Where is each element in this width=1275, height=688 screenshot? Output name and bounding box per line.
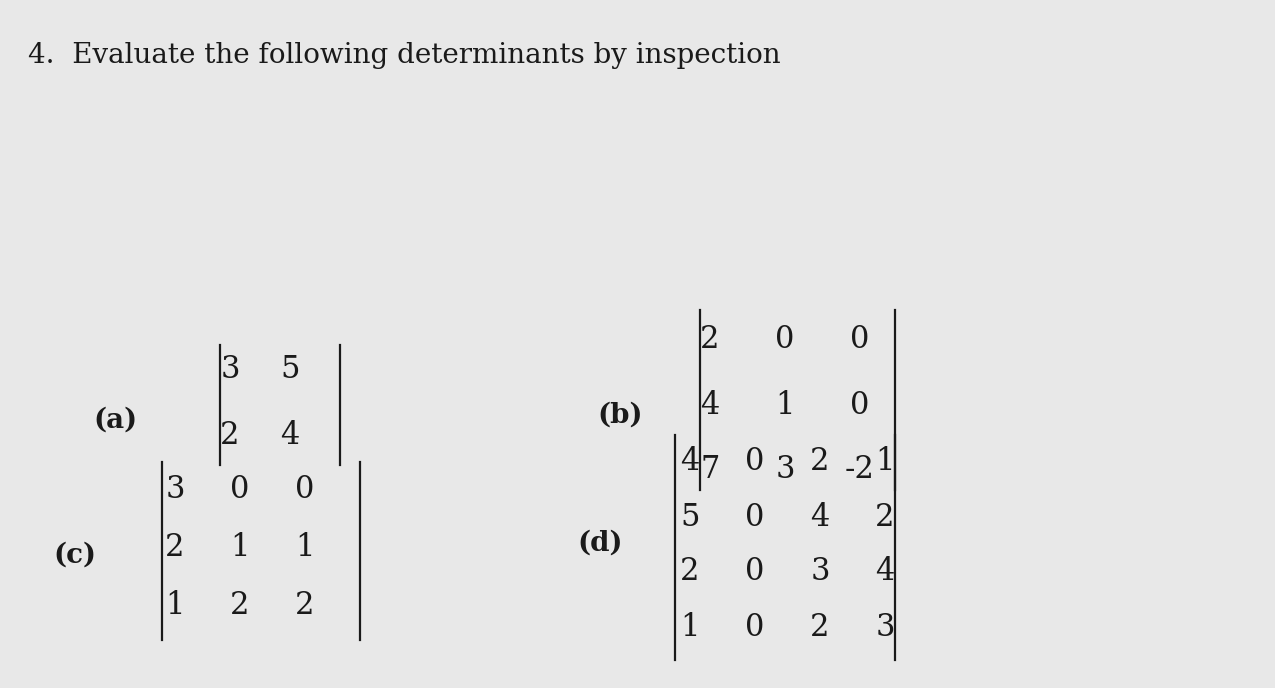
Text: 1: 1 (296, 533, 315, 563)
Text: -2: -2 (845, 455, 875, 486)
Text: 1: 1 (775, 389, 794, 420)
Text: 2: 2 (221, 420, 240, 451)
Text: 2: 2 (810, 447, 830, 477)
Text: 0: 0 (746, 502, 765, 533)
Text: (b): (b) (597, 402, 643, 429)
Text: 1: 1 (681, 612, 700, 643)
Text: (a): (a) (93, 407, 138, 433)
Text: 4: 4 (700, 389, 719, 420)
Text: 0: 0 (850, 389, 870, 420)
Text: 4.  Evaluate the following determinants by inspection: 4. Evaluate the following determinants b… (28, 42, 780, 69)
Text: 0: 0 (296, 475, 315, 506)
Text: 4: 4 (811, 502, 830, 533)
Text: 5: 5 (280, 354, 300, 385)
Text: 0: 0 (746, 557, 765, 588)
Text: 5: 5 (681, 502, 700, 533)
Text: 4: 4 (876, 557, 895, 588)
Text: 3: 3 (875, 612, 895, 643)
Text: 3: 3 (166, 475, 185, 506)
Text: 4: 4 (280, 420, 300, 451)
Text: 0: 0 (231, 475, 250, 506)
Text: 4: 4 (681, 447, 700, 477)
Text: 2: 2 (875, 502, 895, 533)
Text: 2: 2 (681, 557, 700, 588)
Text: 2: 2 (231, 590, 250, 621)
Text: 1: 1 (166, 590, 185, 621)
Text: 0: 0 (850, 325, 870, 356)
Text: 2: 2 (810, 612, 830, 643)
Text: 2: 2 (166, 533, 185, 563)
Text: 0: 0 (746, 612, 765, 643)
Text: 1: 1 (875, 447, 895, 477)
Text: 1: 1 (231, 533, 250, 563)
Text: 2: 2 (700, 325, 720, 356)
Text: 3: 3 (810, 557, 830, 588)
Text: 7: 7 (700, 455, 719, 486)
Text: 2: 2 (296, 590, 315, 621)
Text: 3: 3 (775, 455, 794, 486)
Text: (c): (c) (54, 541, 97, 568)
Text: 3: 3 (221, 354, 240, 385)
Text: 0: 0 (746, 447, 765, 477)
Text: 0: 0 (775, 325, 794, 356)
Text: (d): (d) (578, 530, 622, 557)
